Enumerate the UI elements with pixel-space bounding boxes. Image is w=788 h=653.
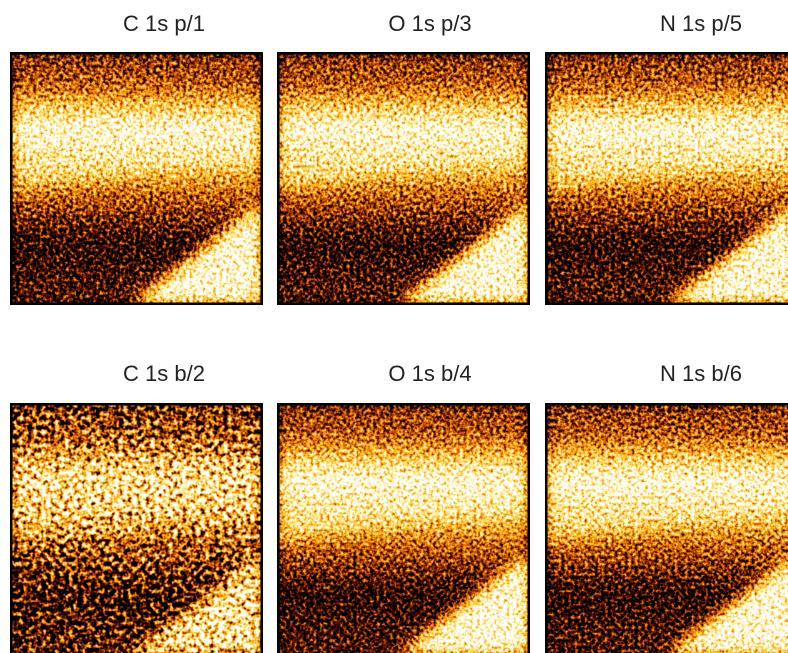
image-panel [277,52,530,305]
heat-map [10,52,263,305]
image-panel [10,403,263,653]
panel-title: C 1s b/2 [123,361,205,386]
image-panel [10,52,263,305]
panel-title: C 1s p/1 [123,11,205,36]
image-panel [545,52,788,305]
panel-title: N 1s p/5 [660,11,742,36]
heat-map [545,52,788,305]
heat-map [545,403,788,653]
panel-title: O 1s p/3 [388,11,471,36]
panel-title: N 1s b/6 [660,361,742,386]
image-panel [277,403,530,653]
panel-title: O 1s b/4 [388,361,471,386]
heat-map [277,52,530,305]
image-panel [545,403,788,653]
figure: C 1s p/1 O 1s p/3 N 1s p/5 C 1s b/2 O 1s b/4… [0,0,788,653]
page: C 1s p/1 O 1s p/3 N 1s p/5 C 1s b/2 O 1s b/4… [0,0,788,653]
heat-map [10,403,263,653]
heat-map [277,403,530,653]
